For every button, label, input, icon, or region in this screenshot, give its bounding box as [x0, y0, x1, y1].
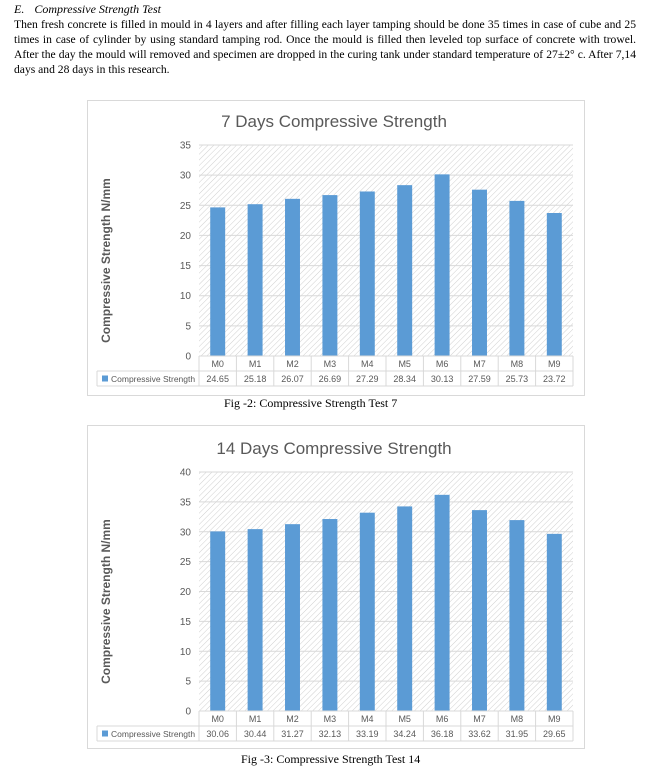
- figure-caption-3: Fig -3: Compressive Strength Test 14: [241, 752, 421, 766]
- value-label: 24.65: [206, 374, 229, 384]
- bar-m7: [472, 510, 487, 711]
- y-tick-label: 10: [180, 291, 192, 302]
- chart-title: 14 Days Compressive Strength: [216, 439, 451, 458]
- value-label: 30.06: [206, 729, 229, 739]
- category-label: M2: [286, 714, 299, 724]
- value-label: 25.18: [244, 374, 267, 384]
- category-label: M0: [211, 714, 224, 724]
- section-title: Compressive Strength Test: [34, 2, 162, 16]
- y-axis-label: Compressive Strength N/mm: [99, 178, 113, 343]
- section-paragraph: Then fresh concrete is filled in mould i…: [14, 18, 636, 76]
- y-tick-label: 0: [185, 707, 191, 718]
- category-label: M2: [286, 359, 299, 369]
- y-axis-label: Compressive Strength N/mm: [99, 519, 113, 684]
- bar-m8: [509, 200, 525, 356]
- bar-m8: [509, 520, 525, 711]
- chart-7-days: 7 Days Compressive Strength 0 5 10 15 20 25 30 3…: [87, 100, 585, 396]
- value-label: 34.24: [393, 729, 416, 739]
- chart-14-days: 14 Days Compressive Strength 0 5 10 15 20 25 30…: [87, 425, 585, 749]
- bar-m4: [359, 191, 375, 356]
- value-label: 30.13: [431, 374, 454, 384]
- bar-m0: [210, 531, 226, 711]
- y-tick-label: 15: [180, 261, 192, 272]
- value-label: 33.62: [468, 729, 491, 739]
- figure-caption-2: Fig -2: Compressive Strength Test 7: [224, 396, 398, 410]
- category-label: M7: [473, 714, 486, 724]
- value-label: 25.73: [506, 374, 529, 384]
- y-tick-label: 25: [180, 201, 192, 212]
- value-label: 26.07: [281, 374, 304, 384]
- legend-key: [102, 730, 108, 737]
- category-label: M0: [211, 359, 224, 369]
- bar-m3: [322, 195, 338, 356]
- bar-m6: [434, 494, 450, 711]
- category-label: M1: [249, 359, 262, 369]
- legend-series-name: Compressive Strength: [111, 729, 195, 739]
- y-tick-label: 35: [180, 497, 192, 508]
- category-label: M8: [511, 714, 524, 724]
- bar-m5: [397, 506, 413, 711]
- value-label: 29.65: [543, 729, 566, 739]
- value-label: 36.18: [431, 729, 454, 739]
- bar-m7: [472, 189, 487, 356]
- category-label: M1: [249, 714, 262, 724]
- y-tick-label: 20: [180, 587, 192, 598]
- bar-m2: [285, 524, 300, 711]
- category-label: M4: [361, 714, 374, 724]
- value-label: 23.72: [543, 374, 566, 384]
- y-tick-label: 30: [180, 527, 192, 538]
- category-label: M9: [548, 359, 561, 369]
- y-tick-label: 25: [180, 557, 192, 568]
- bar-m1: [247, 529, 263, 711]
- category-label: M6: [436, 359, 449, 369]
- value-label: 31.95: [506, 729, 529, 739]
- legend-key: [102, 375, 108, 382]
- category-label: M3: [324, 359, 337, 369]
- legend-series-name: Compressive Strength: [111, 374, 195, 384]
- category-label: M5: [398, 359, 411, 369]
- y-tick-label: 20: [180, 231, 192, 242]
- bar-m6: [434, 174, 450, 356]
- y-tick-label: 35: [180, 141, 192, 152]
- bar-m5: [397, 185, 413, 356]
- y-tick-label: 0: [185, 352, 191, 363]
- y-tick-label: 10: [180, 647, 192, 658]
- value-label: 33.19: [356, 729, 379, 739]
- category-label: M8: [511, 359, 524, 369]
- section-number: E.: [14, 2, 25, 16]
- chart-7-days-svg: 7 Days Compressive Strength 0 5 10 15 20 25 30 3…: [96, 112, 574, 387]
- bar-m1: [247, 204, 263, 356]
- category-label: M9: [548, 714, 561, 724]
- bar-m9: [546, 533, 562, 711]
- value-label: 27.59: [468, 374, 491, 384]
- section-heading: E. Compressive Strength Test: [14, 2, 161, 17]
- category-label: M5: [398, 714, 411, 724]
- bar-m9: [546, 213, 562, 356]
- y-tick-label: 5: [185, 321, 191, 332]
- value-label: 27.29: [356, 374, 379, 384]
- category-label: M3: [324, 714, 337, 724]
- y-tick-label: 15: [180, 617, 192, 628]
- bar-m3: [322, 519, 338, 711]
- y-tick-label: 30: [180, 171, 192, 182]
- bar-m2: [285, 198, 300, 356]
- chart-14-days-svg: 14 Days Compressive Strength 0 5 10 15 20 25 30…: [96, 439, 574, 742]
- bar-m4: [359, 512, 375, 711]
- category-label: M7: [473, 359, 486, 369]
- value-label: 28.34: [393, 374, 416, 384]
- value-label: 30.44: [244, 729, 267, 739]
- chart-title: 7 Days Compressive Strength: [221, 112, 447, 131]
- bar-m0: [210, 207, 226, 356]
- y-tick-label: 5: [185, 677, 191, 688]
- y-tick-label: 40: [180, 468, 192, 479]
- category-label: M6: [436, 714, 449, 724]
- value-label: 31.27: [281, 729, 304, 739]
- value-label: 32.13: [319, 729, 342, 739]
- value-label: 26.69: [319, 374, 342, 384]
- category-label: M4: [361, 359, 374, 369]
